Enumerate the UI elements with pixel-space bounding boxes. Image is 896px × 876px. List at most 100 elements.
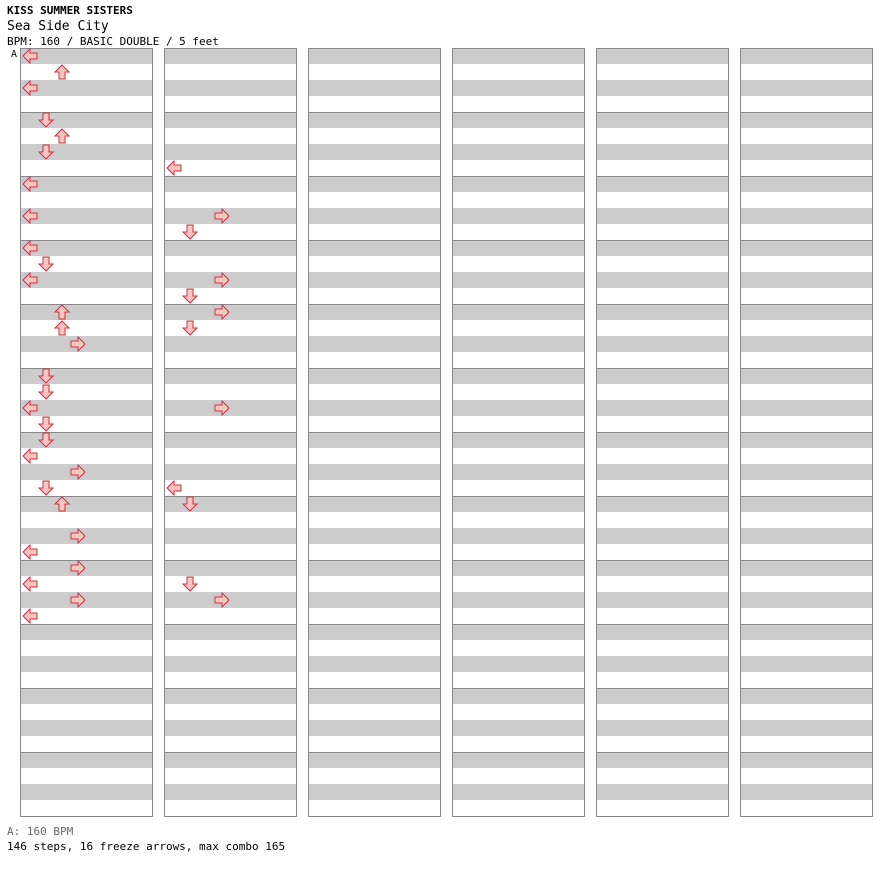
beat-stripe [452,176,584,192]
beat-stripe [596,560,728,576]
beat-stripe [452,752,584,768]
step-arrow [181,288,199,304]
beat-stripe [20,112,152,128]
beat-stripe [308,784,440,800]
beat-stripe [740,560,872,576]
step-arrow [214,591,230,609]
beat-stripe [164,752,296,768]
step-arrow [70,559,86,577]
beat-stripe [308,336,440,352]
step-arrow [22,575,38,593]
step-arrow [22,607,38,625]
beat-stripe [20,304,152,320]
step-arrow [70,463,86,481]
column-border [308,48,441,817]
beat-stripe [452,720,584,736]
beat-stripe [740,304,872,320]
step-arrow [214,399,230,417]
beat-stripe [452,240,584,256]
beat-stripe [452,304,584,320]
step-arrow [70,591,86,609]
step-arrow [22,207,38,225]
beat-stripe [164,48,296,64]
beat-stripe [308,208,440,224]
beat-stripe [308,496,440,512]
step-arrow [22,447,38,465]
beat-stripe [20,592,152,608]
beat-stripe [164,208,296,224]
beat-stripe [452,336,584,352]
beat-stripe [740,144,872,160]
beat-stripe [452,48,584,64]
beat-stripe [596,784,728,800]
beat-stripe [596,240,728,256]
beat-stripe [740,176,872,192]
step-arrow [37,144,55,160]
beat-stripe [308,176,440,192]
chart-info: BPM: 160 / BASIC DOUBLE / 5 feet [7,35,219,48]
beat-stripe [308,752,440,768]
beat-stripe [308,112,440,128]
beat-stripe [452,592,584,608]
beat-stripe [164,496,296,512]
step-arrow [37,384,55,400]
step-arrow [214,303,230,321]
beat-stripe [20,432,152,448]
beat-stripe [596,752,728,768]
step-arrow [37,256,55,272]
beat-stripe [740,528,872,544]
beat-stripe [740,784,872,800]
beat-stripe [740,272,872,288]
beat-stripe [740,80,872,96]
beat-stripe [596,656,728,672]
beat-stripe [20,80,152,96]
beat-stripe [308,304,440,320]
beat-stripe [740,112,872,128]
beat-stripe [164,144,296,160]
beat-stripe [308,720,440,736]
beat-stripe [20,560,152,576]
beat-stripe [164,112,296,128]
beat-stripe [452,80,584,96]
step-arrow [53,304,71,320]
beat-stripe [164,240,296,256]
column-border [20,48,153,817]
step-arrow [22,47,38,65]
beat-stripe [740,48,872,64]
column-border [452,48,585,817]
chart-column [452,48,585,817]
beat-stripe [164,784,296,800]
beat-stripe [452,528,584,544]
song-title: Sea Side City [7,19,109,34]
step-arrow [37,112,55,128]
beat-stripe [20,400,152,416]
beat-stripe [20,272,152,288]
beat-stripe [596,112,728,128]
step-arrow [70,335,86,353]
step-arrow [22,543,38,561]
chart-column [164,48,297,817]
beat-stripe [20,48,152,64]
beat-stripe [20,624,152,640]
column-border [164,48,297,817]
beat-stripe [740,336,872,352]
beat-stripe [452,400,584,416]
beat-stripe [740,464,872,480]
beat-stripe [308,144,440,160]
beat-stripe [164,528,296,544]
beat-stripe [164,464,296,480]
beat-stripe [20,784,152,800]
beat-stripe [164,176,296,192]
beat-stripe [308,368,440,384]
column-border [740,48,873,817]
beat-stripe [164,368,296,384]
beat-stripe [20,656,152,672]
beat-stripe [596,176,728,192]
step-arrow [37,480,55,496]
beat-stripe [20,336,152,352]
bpm-marker: A [11,49,18,60]
beat-stripe [308,400,440,416]
beat-stripe [596,48,728,64]
beat-stripe [596,368,728,384]
beat-stripe [164,720,296,736]
